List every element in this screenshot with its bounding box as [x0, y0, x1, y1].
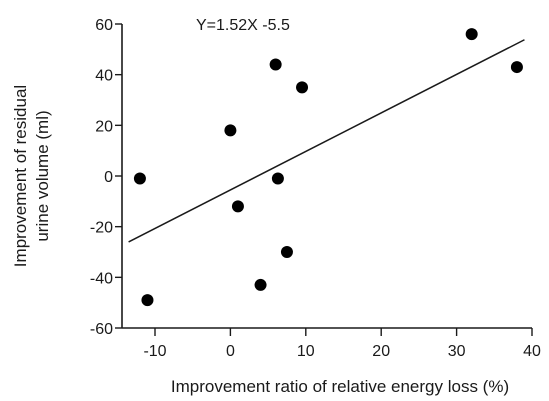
data-point [254, 278, 267, 291]
data-point [510, 61, 523, 74]
x-tick-label: 0 [226, 343, 235, 360]
y-tick-label: 60 [95, 17, 113, 34]
data-point [269, 58, 282, 71]
regression-line [128, 39, 525, 243]
data-point [271, 172, 284, 185]
y-tick-label: 20 [95, 118, 113, 135]
x-ticks: -10 0 10 20 30 40 [143, 328, 541, 360]
data-point [224, 124, 237, 137]
y-tick-label: 40 [95, 68, 113, 85]
regression-equation: Y=1.52X -5.5 [196, 17, 290, 34]
y-tick-label: -60 [90, 321, 113, 338]
y-axis-title-line-2: urine volume (ml) [33, 110, 52, 241]
data-point [280, 246, 293, 258]
y-tick-label: -20 [90, 220, 113, 237]
data-point [296, 81, 309, 94]
x-axis-title: Improvement ratio of relative energy los… [171, 377, 509, 396]
data-point [133, 172, 146, 185]
x-tick-label: 40 [523, 343, 541, 360]
axes [121, 24, 532, 329]
data-point [141, 294, 154, 307]
x-tick-label: 10 [297, 343, 315, 360]
x-tick-label: 20 [372, 343, 390, 360]
y-axis-title-line-1: Improvement of residual [11, 85, 30, 267]
x-tick-label: 30 [448, 343, 466, 360]
y-tick-label: -40 [90, 270, 113, 287]
y-tick-label: 0 [104, 169, 113, 186]
x-tick-label: -10 [143, 343, 166, 360]
data-point [465, 28, 478, 41]
data-point [231, 200, 244, 213]
data-points [133, 28, 523, 307]
y-ticks: 60 40 20 0 -20 -40 -60 [90, 17, 122, 338]
